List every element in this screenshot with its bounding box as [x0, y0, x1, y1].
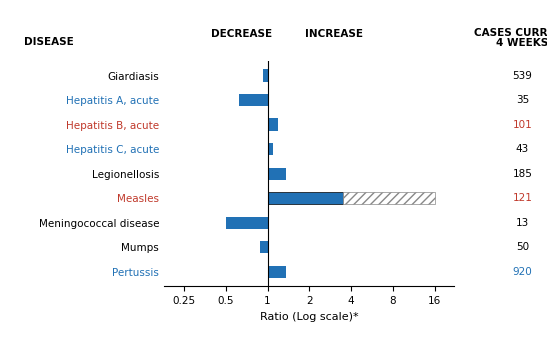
- Bar: [226, 217, 267, 229]
- X-axis label: Ratio (Log scale)*: Ratio (Log scale)*: [260, 312, 358, 322]
- Bar: [263, 69, 267, 82]
- Text: DECREASE: DECREASE: [211, 29, 272, 39]
- Text: 50: 50: [516, 242, 529, 252]
- Text: 13: 13: [516, 218, 529, 228]
- Bar: [238, 94, 267, 106]
- Text: CASES CURRENT: CASES CURRENT: [474, 28, 547, 38]
- Bar: [267, 143, 274, 155]
- Bar: [260, 241, 267, 253]
- Text: 185: 185: [513, 169, 532, 179]
- Text: 101: 101: [513, 120, 532, 130]
- Bar: [267, 118, 277, 131]
- Text: INCREASE: INCREASE: [305, 29, 363, 39]
- Text: 920: 920: [513, 267, 532, 277]
- Text: 35: 35: [516, 95, 529, 105]
- Text: 539: 539: [513, 71, 532, 81]
- Text: 4 WEEKS: 4 WEEKS: [496, 38, 547, 48]
- Text: 121: 121: [513, 193, 532, 203]
- Bar: [267, 266, 286, 278]
- Bar: [267, 192, 343, 204]
- Bar: [343, 192, 435, 204]
- Text: 43: 43: [516, 144, 529, 154]
- Text: DISEASE: DISEASE: [25, 37, 74, 47]
- Bar: [267, 168, 286, 180]
